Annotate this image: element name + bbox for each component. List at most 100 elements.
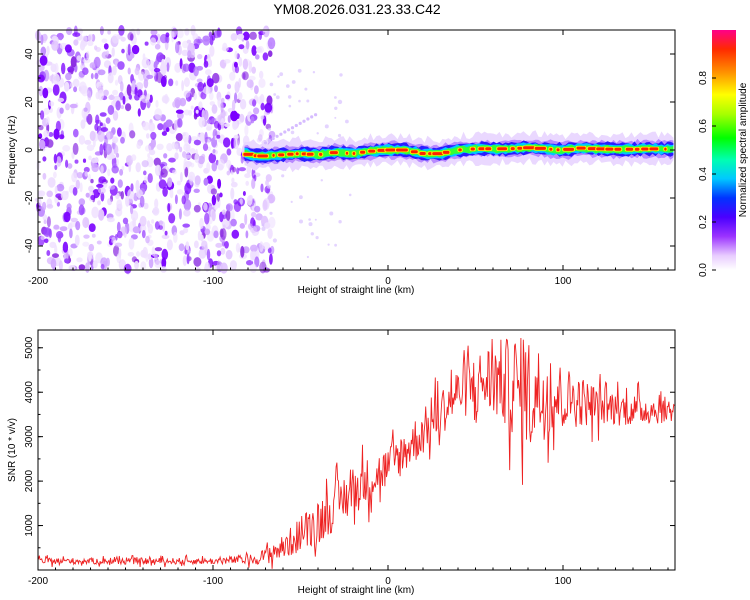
noise-blob <box>73 86 78 93</box>
noise-blob <box>250 116 255 124</box>
noise-blob <box>215 242 223 248</box>
noise-blob <box>118 203 123 211</box>
noise-blob <box>65 72 72 81</box>
signal-ridge <box>242 113 674 173</box>
y-tick-label: -20 <box>24 190 35 205</box>
noise-blob <box>245 230 249 239</box>
noise-blob <box>50 258 57 270</box>
noise-blob <box>99 122 103 127</box>
noise-blob <box>139 224 147 233</box>
noise-blob <box>206 162 211 173</box>
noise-dot <box>269 211 273 215</box>
noise-blob <box>92 260 98 269</box>
noise-blob <box>168 157 176 163</box>
noise-blob <box>220 262 228 274</box>
noise-blob <box>153 157 161 167</box>
noise-blob <box>87 40 94 47</box>
noise-blob <box>53 171 57 179</box>
noise-blob <box>121 165 125 171</box>
wisp-dot <box>314 113 318 117</box>
noise-blob <box>166 143 173 152</box>
noise-blob <box>59 107 64 114</box>
noise-blob <box>141 230 146 239</box>
noise-dot <box>287 95 292 99</box>
noise-dot <box>338 220 342 224</box>
noise-blob <box>239 223 245 229</box>
noise-blob <box>43 107 50 115</box>
noise-blob <box>168 213 176 224</box>
noise-blob <box>214 85 218 93</box>
noise-blob <box>183 209 191 217</box>
noise-blob <box>202 86 211 95</box>
noise-blob <box>262 242 271 250</box>
ridge-red-core <box>664 147 667 151</box>
noise-blob <box>52 73 60 85</box>
noise-blob <box>66 203 72 211</box>
noise-blob <box>78 198 86 206</box>
noise-blob <box>113 144 119 155</box>
noise-dot <box>298 99 301 103</box>
noise-blob <box>258 134 263 142</box>
wisp-dot <box>283 130 287 134</box>
noise-blob <box>226 159 232 169</box>
wisp-dot <box>298 121 302 125</box>
noise-blob <box>123 263 132 274</box>
noise-blob <box>231 229 240 239</box>
noise-blob <box>67 163 73 169</box>
noise-blob <box>177 118 183 128</box>
noise-blob <box>134 260 139 270</box>
noise-blob <box>127 32 134 41</box>
noise-blob <box>39 139 46 149</box>
noise-blob <box>176 28 184 39</box>
ridge-red-core <box>306 152 314 156</box>
noise-blob <box>255 46 262 53</box>
noise-blob <box>42 87 49 99</box>
noise-blob <box>162 186 168 197</box>
noise-blob <box>86 115 90 123</box>
noise-blob <box>182 223 190 228</box>
noise-blob <box>203 109 209 121</box>
ridge-red-core <box>587 147 598 151</box>
noise-blob <box>206 248 211 261</box>
ridge-red-core <box>497 147 508 151</box>
noise-blob <box>206 78 214 88</box>
ridge-red-core <box>368 149 376 153</box>
colorbar-tick-label: 0.0 <box>698 263 709 277</box>
noise-blob <box>120 81 124 92</box>
noise-blob <box>181 195 186 205</box>
noise-blob <box>230 110 239 122</box>
noise-blob <box>105 143 112 155</box>
noise-blob <box>107 198 113 206</box>
noise-blob <box>121 48 125 54</box>
snr-plot-area <box>38 330 675 570</box>
noise-blob <box>78 264 86 271</box>
ridge-red-core <box>549 147 553 151</box>
noise-blob <box>176 189 184 195</box>
noise-blob <box>184 182 192 195</box>
noise-blob <box>131 44 140 55</box>
noise-blob <box>223 59 231 64</box>
noise-blob <box>50 63 57 73</box>
noise-blob <box>204 228 211 236</box>
noise-blob <box>150 131 157 140</box>
noise-blob <box>250 211 257 218</box>
noise-dot <box>279 72 284 77</box>
noise-blob <box>244 213 248 225</box>
noise-blob <box>67 247 73 257</box>
noise-blob <box>84 139 92 145</box>
amplitude-colorbar: 0.0 0.2 0.4 0.6 0.8 Normalized spectral ampl… <box>698 30 749 277</box>
noise-blob <box>37 74 45 83</box>
noise-dot <box>334 96 337 99</box>
noise-blob <box>217 159 225 170</box>
noise-blob <box>267 194 276 204</box>
noise-blob <box>234 50 238 59</box>
noise-blob <box>173 231 178 244</box>
ridge-red-core <box>360 150 366 154</box>
noise-blob <box>48 101 55 107</box>
noise-blob <box>196 133 201 140</box>
noise-blob <box>235 26 243 37</box>
noise-blob <box>52 253 59 258</box>
y-tick-label: 1000 <box>24 514 35 537</box>
noise-blob <box>196 65 204 71</box>
